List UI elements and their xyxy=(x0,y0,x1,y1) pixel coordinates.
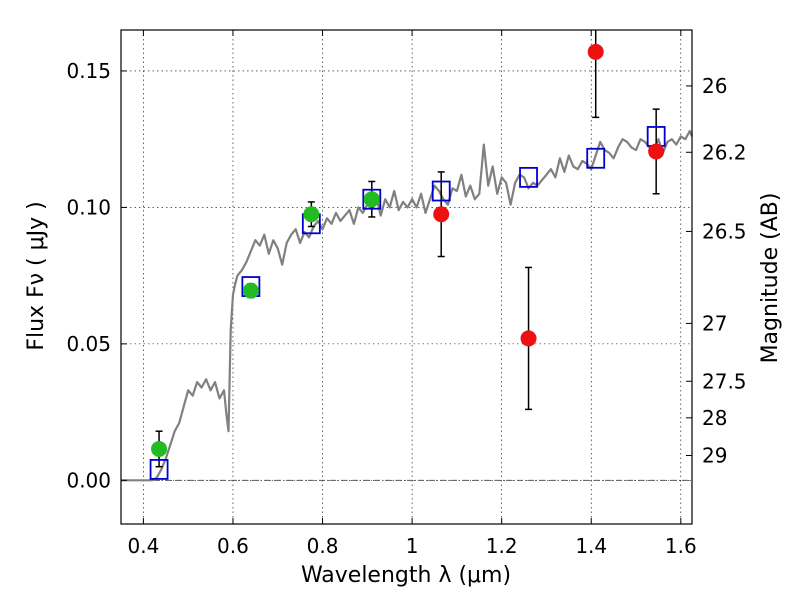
photometry-point xyxy=(433,206,450,223)
x-tick-label: 0.4 xyxy=(127,534,159,558)
plot-frame xyxy=(120,29,693,525)
error-bars xyxy=(155,30,660,468)
model-square-marker xyxy=(149,459,169,480)
grid-lines xyxy=(121,30,692,524)
magnitude-tick-label: 26.2 xyxy=(702,140,747,164)
photometry-point xyxy=(587,43,604,60)
photometry-point xyxy=(242,282,259,299)
photometry-point xyxy=(303,206,320,223)
x-tick-label: 1.2 xyxy=(486,534,518,558)
y-tick-label: 0.15 xyxy=(66,59,111,83)
magnitude-tick-label: 27.5 xyxy=(702,369,747,393)
y-tick-label: 0.10 xyxy=(66,195,111,219)
photometry-point xyxy=(520,330,537,347)
data-markers xyxy=(149,43,666,480)
x-tick-label: 1.4 xyxy=(575,534,607,558)
photometry-point xyxy=(363,191,380,208)
x-tick-label: 1.6 xyxy=(665,534,697,558)
magnitude-tick-label: 28 xyxy=(702,406,727,430)
magnitude-tick-label: 29 xyxy=(702,443,727,467)
x-axis-ticks: 0.4 0.6 0.8 1 1.2 1.4 1.6 xyxy=(127,30,697,558)
model-square-marker xyxy=(362,188,382,210)
model-square-marker xyxy=(586,147,606,169)
magnitude-axis-ticks: 26 26.2 26.5 27 27.5 28 29 xyxy=(686,74,747,467)
y-tick-label: 0.05 xyxy=(66,332,111,356)
photometry-point xyxy=(151,440,168,457)
model-square-marker xyxy=(431,180,451,202)
template-spectrum-line xyxy=(121,129,694,482)
y-axis-label: Flux Fν ( μJy ) xyxy=(24,201,49,350)
x-tick-label: 0.6 xyxy=(217,534,249,558)
x-tick-label: 0.8 xyxy=(307,534,339,558)
x-axis-label: Wavelength λ (μm) xyxy=(301,563,511,588)
y-tick-label: 0.00 xyxy=(66,468,111,492)
magnitude-tick-label: 27 xyxy=(702,311,727,335)
x-tick-label: 1 xyxy=(406,534,419,558)
magnitude-tick-label: 26 xyxy=(702,74,727,98)
y-axis-ticks: 0.00 0.05 0.10 0.15 xyxy=(66,59,127,492)
model-square-marker xyxy=(519,166,538,188)
magnitude-tick-label: 26.5 xyxy=(702,219,747,243)
magnitude-axis-label: Magnitude (AB) xyxy=(758,193,783,364)
photometry-point xyxy=(648,143,665,160)
